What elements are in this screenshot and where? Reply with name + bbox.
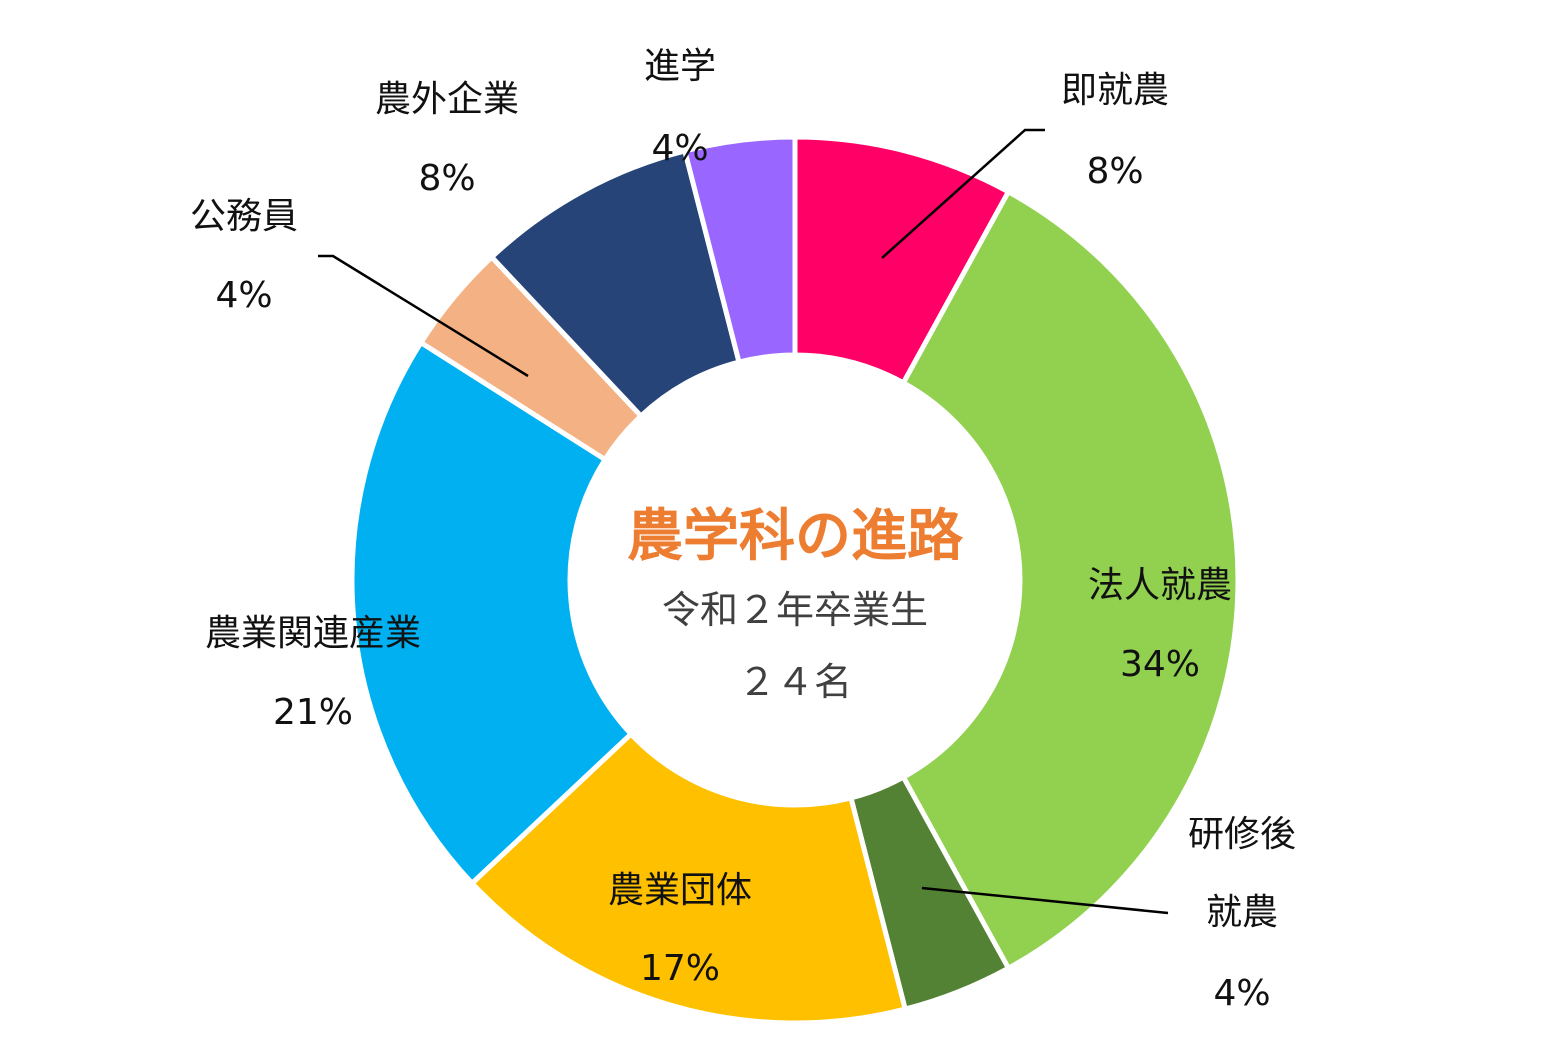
slice-8 [681,134,798,366]
percent-label-2: 34% [1120,644,1200,685]
chart-subtitle: 令和２年卒業生 [662,588,928,632]
category-label-8: 進学 [644,46,716,87]
percent-label-7: 8% [418,158,475,199]
chart-total: ２４名 [738,660,852,704]
percent-label-4: 17% [640,948,720,989]
category-label-4: 農業団体 [608,870,752,911]
category-label-3-line-2: 就農 [1206,892,1278,933]
leader-line-6 [318,254,529,378]
category-label-6: 公務員 [190,196,298,237]
slice-4 [468,730,909,1026]
chart-title: 農学科の進路 [627,504,964,569]
category-label-3-line-1: 研修後 [1188,814,1296,855]
category-label-7: 農外企業 [375,79,519,120]
percent-label-6: 4% [215,275,272,316]
percent-label-1: 8% [1086,151,1143,192]
leader-line-3 [921,886,1169,915]
slice-2 [900,188,1241,972]
category-label-1: 即就農 [1061,70,1169,111]
leader-lines-group [318,128,1169,915]
leader-line-1 [881,128,1045,259]
percent-label-5: 21% [273,692,353,733]
slices-group [349,134,1241,1026]
percent-label-8: 4% [651,128,708,169]
percent-label-3: 4% [1213,973,1270,1014]
category-label-2: 法人就農 [1088,565,1232,606]
slice-5 [349,339,635,887]
category-label-5: 農業関連産業 [205,613,421,654]
